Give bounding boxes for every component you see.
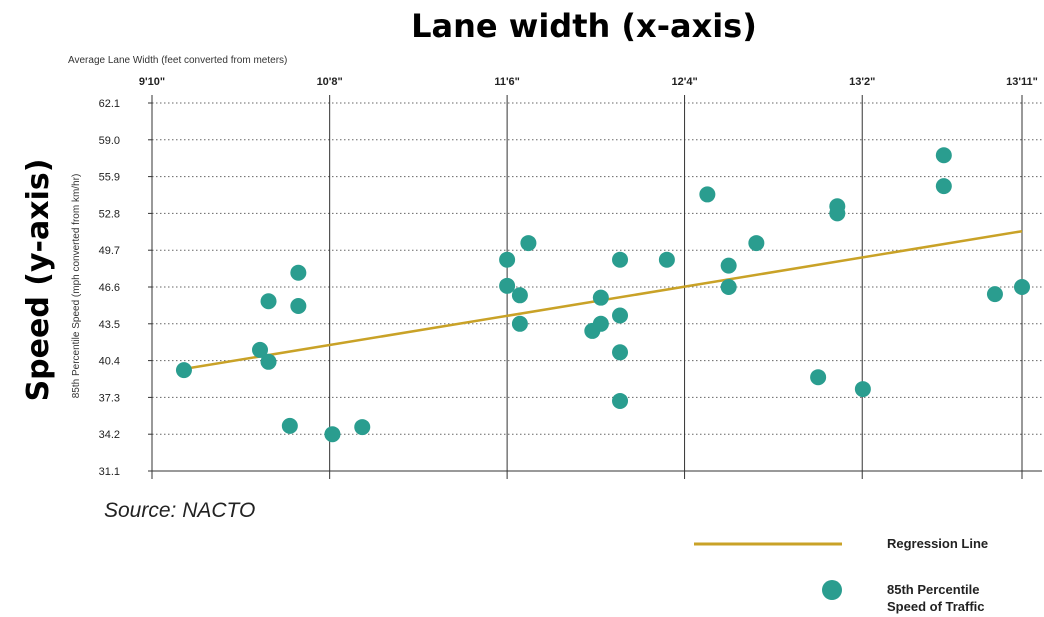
data-point bbox=[175, 362, 192, 379]
y-tick-label: 31.1 bbox=[99, 466, 120, 478]
data-point bbox=[592, 289, 609, 306]
data-point bbox=[986, 286, 1003, 303]
y-axis-title: Speed (y-axis) bbox=[21, 159, 56, 402]
data-point bbox=[720, 279, 737, 295]
x-tick-labels: 9'10" 10'8" 11'6" 12'4" 13'2" 13'11" bbox=[139, 76, 1038, 88]
data-point bbox=[290, 297, 307, 314]
y-tick-labels: 31.1 34.2 37.3 40.4 43.5 46.6 49.7 52.8 55.9 59.0… bbox=[99, 98, 120, 478]
data-point bbox=[511, 315, 528, 332]
points-layer bbox=[175, 147, 1030, 443]
data-point bbox=[260, 353, 277, 370]
x-tick-label: 12'4" bbox=[671, 76, 697, 88]
data-point bbox=[290, 264, 307, 281]
y-tick-label: 52.8 bbox=[99, 208, 120, 220]
legend-regression-label: Regression Line bbox=[887, 536, 988, 551]
data-point bbox=[854, 381, 871, 398]
x-tick-label: 10'8" bbox=[317, 76, 343, 88]
data-point bbox=[511, 287, 528, 304]
x-axis-label: Average Lane Width (feet converted from … bbox=[68, 55, 287, 66]
data-point bbox=[520, 235, 537, 252]
data-point bbox=[281, 417, 298, 434]
data-point bbox=[324, 426, 341, 443]
data-point bbox=[829, 205, 846, 222]
x-tick-label: 13'2" bbox=[849, 76, 875, 88]
source-note: Source: NACTO bbox=[104, 499, 255, 522]
legend-speed-label-line1: 85th Percentile bbox=[887, 582, 980, 597]
data-point bbox=[1014, 279, 1030, 295]
y-tick-label: 62.1 bbox=[99, 98, 120, 110]
data-point bbox=[499, 251, 516, 268]
data-point bbox=[720, 257, 737, 274]
y-tick-label: 46.6 bbox=[99, 282, 120, 294]
data-point bbox=[935, 147, 952, 164]
data-point bbox=[699, 186, 716, 203]
data-point bbox=[612, 344, 629, 361]
y-tick-label: 49.7 bbox=[99, 245, 120, 257]
legend: Regression Line 85th Percentile Speed of… bbox=[694, 536, 988, 614]
x-tick-label: 9'10" bbox=[139, 76, 165, 88]
data-point bbox=[592, 315, 609, 332]
data-point bbox=[354, 419, 371, 436]
legend-speed-swatch bbox=[822, 580, 842, 600]
data-point bbox=[612, 251, 629, 268]
x-tick-label: 13'11" bbox=[1006, 76, 1038, 88]
y-tick-label: 43.5 bbox=[99, 319, 120, 331]
y-axis-label: 85th Percentile Speed (mph converted fro… bbox=[71, 174, 82, 399]
grid bbox=[148, 95, 1042, 479]
y-tick-label: 40.4 bbox=[99, 356, 120, 368]
y-tick-label: 34.2 bbox=[99, 429, 120, 441]
y-tick-label: 55.9 bbox=[99, 172, 120, 184]
data-point bbox=[260, 293, 277, 310]
data-point bbox=[658, 251, 675, 268]
y-tick-label: 59.0 bbox=[99, 135, 120, 147]
legend-speed-label-line2: Speed of Traffic bbox=[887, 599, 985, 614]
data-point bbox=[810, 369, 827, 386]
x-tick-label: 11'6" bbox=[494, 76, 520, 88]
data-point bbox=[252, 341, 269, 358]
data-point bbox=[612, 307, 629, 324]
data-point bbox=[935, 178, 952, 195]
data-point bbox=[499, 277, 516, 294]
data-point bbox=[748, 235, 765, 252]
y-tick-label: 37.3 bbox=[99, 392, 120, 404]
data-point bbox=[612, 392, 629, 409]
chart-title: Lane width (x-axis) bbox=[411, 7, 757, 45]
